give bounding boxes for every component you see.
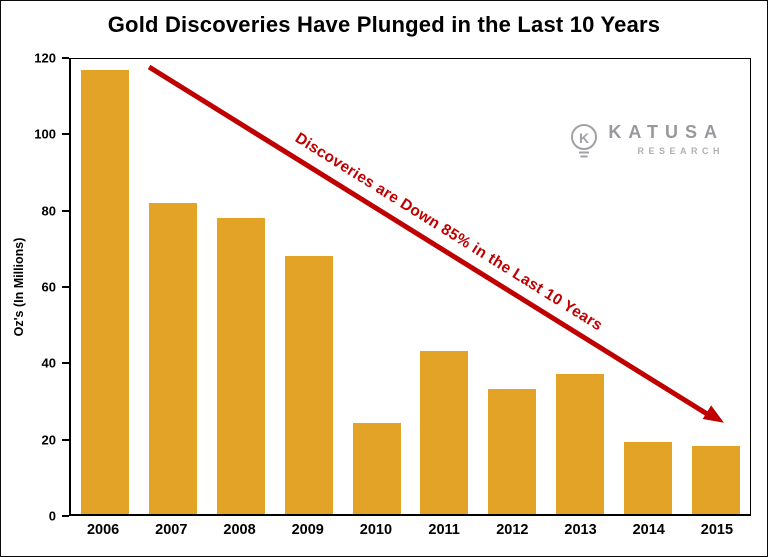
y-tick-label-60: 60 bbox=[41, 279, 56, 295]
bar-2010 bbox=[352, 423, 401, 514]
logo-text: KATUSA RESEARCH bbox=[608, 122, 724, 156]
logo-name: KATUSA bbox=[608, 122, 724, 142]
y-tick-mark bbox=[62, 286, 69, 288]
plot-area: Discoveries are Down 85% in the Last 10 … bbox=[69, 58, 751, 516]
katusa-research-logo: K KATUSA RESEARCH bbox=[569, 122, 724, 161]
x-tick-label-2008: 2008 bbox=[223, 522, 256, 538]
bar-2006 bbox=[80, 70, 129, 514]
x-tick-label-2010: 2010 bbox=[359, 522, 393, 538]
bar-2009 bbox=[284, 256, 333, 514]
y-tick-mark bbox=[62, 209, 69, 212]
y-tick-label-120: 120 bbox=[34, 50, 56, 66]
bar-2012 bbox=[488, 388, 537, 514]
x-tick-label-2014: 2014 bbox=[632, 522, 665, 538]
y-tick-label-20: 20 bbox=[41, 432, 56, 448]
katusa-lightbulb-icon: K bbox=[571, 124, 598, 158]
y-tick-mark bbox=[62, 515, 69, 517]
y-tick-label-100: 100 bbox=[34, 126, 56, 142]
bar-2007 bbox=[148, 203, 197, 514]
bar-2014 bbox=[624, 441, 673, 514]
x-tick-label-2012: 2012 bbox=[496, 522, 529, 538]
bar-2011 bbox=[420, 350, 469, 514]
x-axis-labels: 2006 2007 2008 2009 2010 2011 2012 2013 2014 2015 bbox=[69, 522, 751, 544]
bar-2013 bbox=[556, 373, 605, 514]
y-tick-mark bbox=[62, 57, 69, 59]
chart-title: Gold Discoveries Have Plunged in the Las… bbox=[107, 12, 661, 37]
x-tick-label-2015: 2015 bbox=[700, 522, 734, 538]
y-tick-mark bbox=[62, 438, 69, 441]
x-tick-label-2009: 2009 bbox=[291, 522, 324, 538]
y-tick-mark bbox=[62, 362, 69, 365]
y-axis-labels: 0 20 40 60 80 100 120 bbox=[1, 52, 69, 523]
x-tick-label-2007: 2007 bbox=[155, 522, 188, 538]
x-tick-label-2011: 2011 bbox=[428, 522, 460, 538]
x-tick-label-2006: 2006 bbox=[86, 522, 120, 538]
y-tick-mark bbox=[62, 133, 69, 136]
y-tick-label-40: 40 bbox=[41, 355, 56, 371]
y-tick-label-80: 80 bbox=[41, 203, 56, 219]
y-tick-label-0: 0 bbox=[48, 508, 56, 524]
bar-2015 bbox=[691, 445, 740, 514]
x-tick-label-2013: 2013 bbox=[564, 522, 597, 538]
lightbulb-letter: K bbox=[579, 130, 589, 146]
bar-2008 bbox=[216, 218, 265, 514]
logo-subtitle: RESEARCH bbox=[637, 145, 724, 156]
